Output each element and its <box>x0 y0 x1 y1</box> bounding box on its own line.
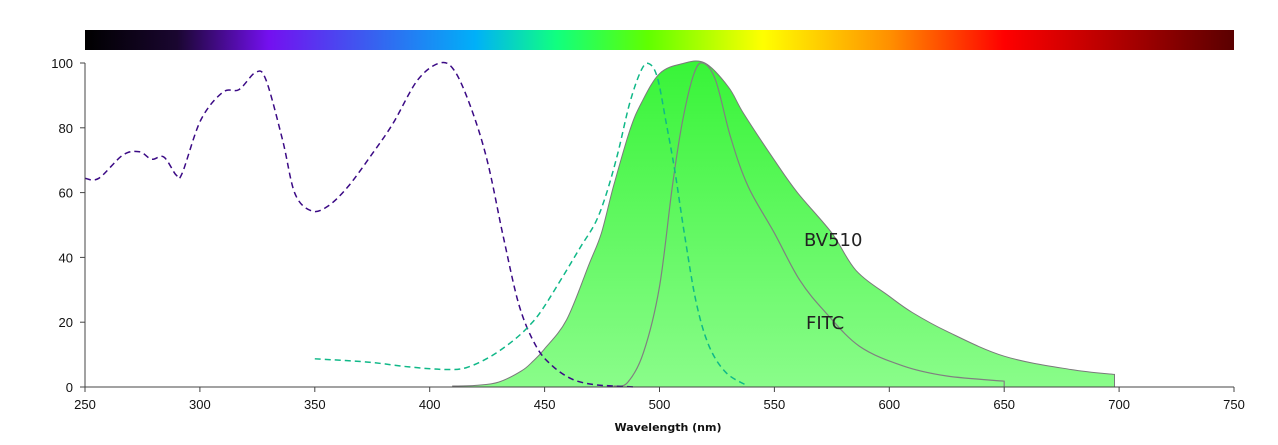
series-fitc-excitation-line <box>314 62 749 387</box>
y-tick-label: 0 <box>66 380 73 395</box>
series-bv510-area <box>452 60 1115 388</box>
annotation-bv510: BV510 <box>804 230 862 251</box>
y-tick-label: 60 <box>59 186 73 201</box>
y-tick-label: 100 <box>51 56 73 71</box>
x-tick-label: 500 <box>649 397 671 412</box>
x-tick-label: 250 <box>74 397 96 412</box>
x-tick-label: 750 <box>1223 397 1245 412</box>
y-tick-label: 20 <box>59 315 73 330</box>
series-fitc-line <box>613 62 1005 387</box>
x-tick-label: 450 <box>534 397 556 412</box>
y-tick-label: 40 <box>59 250 73 265</box>
y-tick-label: 80 <box>59 121 73 136</box>
x-tick-label: 300 <box>189 397 211 412</box>
x-tick-label: 350 <box>304 397 326 412</box>
x-tick-label: 700 <box>1108 397 1130 412</box>
x-tick-label: 400 <box>419 397 441 412</box>
x-tick-label: 650 <box>993 397 1015 412</box>
series-bv510-excitation-line <box>84 61 637 388</box>
annotation-fitc: FITC <box>806 313 844 334</box>
x-tick-label: 600 <box>878 397 900 412</box>
x-axis-label: Wavelength (nm) <box>615 421 722 434</box>
x-tick-label: 550 <box>764 397 786 412</box>
spectrum-color-bar <box>85 30 1234 50</box>
